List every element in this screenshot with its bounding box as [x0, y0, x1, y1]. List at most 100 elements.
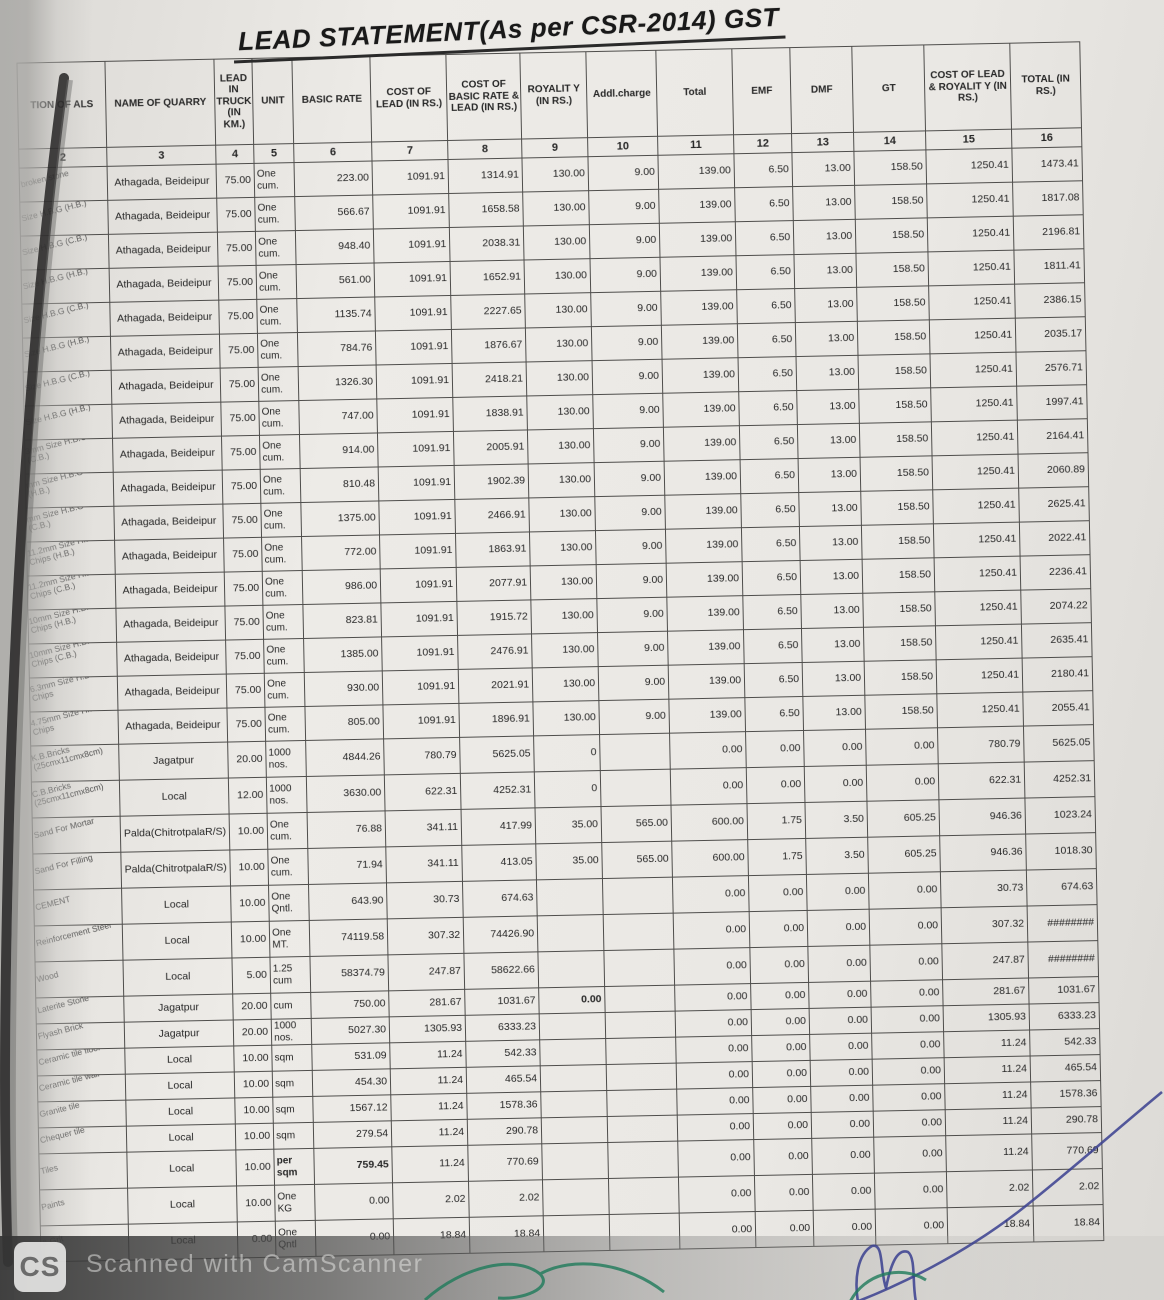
cell-cbl: 2021.91: [458, 667, 534, 704]
cell-cbl: 1578.36: [466, 1091, 542, 1120]
cell-total: 139.00: [660, 255, 737, 292]
cell-total: 0.00: [670, 767, 748, 806]
cell-m: Sand For Mortar: [32, 816, 121, 854]
cell-unit: One cum.: [257, 332, 299, 368]
cell-tot: 465.54: [1030, 1054, 1101, 1082]
cell-dmf: 0.00: [812, 1173, 876, 1211]
cell-lead: 10.00: [234, 1097, 274, 1124]
cell-emf: 6.50: [738, 356, 797, 392]
cell-emf: 0.00: [748, 874, 808, 912]
cell-lead: 10.00: [235, 1123, 274, 1150]
cell-unit: 1.25 cum: [270, 956, 311, 994]
col-number-clead: 7: [371, 140, 449, 162]
cell-clead: 1305.93: [389, 1015, 466, 1043]
cell-m: Size H.B.G (C.B.): [20, 234, 110, 271]
cell-tot: 2164.41: [1017, 418, 1089, 455]
cell-emf: 6.50: [740, 492, 800, 528]
cell-lead: 75.00: [221, 435, 261, 471]
cell-gt: 158.50: [859, 421, 933, 458]
camscanner-logo: CS: [14, 1242, 66, 1292]
cell-m: 3mm Size H.B.G (C.B.): [24, 438, 114, 475]
cell-m: 6.3mm Size H.B.G Chips: [29, 676, 118, 712]
cell-roy: 0: [533, 734, 601, 772]
cell-emf: 0.00: [749, 910, 808, 948]
cell-emf: 6.50: [736, 288, 796, 324]
cell-cbl: 2.02: [468, 1179, 544, 1218]
cell-q: Athagada, Beideipur: [116, 640, 227, 677]
cell-clr: 1250.41: [926, 148, 1013, 184]
cell-addl: 9.00: [592, 393, 664, 429]
cell-gt: 158.50: [856, 285, 930, 322]
cell-tot: 2.02: [1032, 1168, 1104, 1206]
cell-lead: 75.00: [220, 367, 259, 403]
cell-gt: 0.00: [871, 1031, 945, 1060]
cell-addl: [605, 1037, 677, 1065]
cell-m: Tiles: [38, 1152, 128, 1190]
material-label: Ceramic tile floor: [37, 1048, 102, 1067]
cell-emf: 0.00: [751, 1008, 810, 1036]
col-number-lead: 4: [215, 144, 255, 165]
cell-q: Athagada, Beideipur: [114, 538, 225, 575]
cell-addl: [608, 1177, 680, 1215]
cell-total: 0.00: [677, 1139, 755, 1178]
cell-total: 139.00: [666, 561, 743, 598]
material-label: C.B.Bricks (25cmx11cmx8cm): [31, 780, 105, 808]
cell-roy: 130.00: [526, 394, 594, 430]
cell-basic: 223.00: [294, 161, 373, 197]
cell-emf: 1.75: [747, 838, 807, 876]
material-label: mm Size H.B.G Chips (C.B.): [25, 506, 108, 533]
col-number-tot: 16: [1011, 127, 1082, 149]
cell-clr: 307.32: [941, 906, 1028, 944]
cell-gt: 158.50: [860, 489, 934, 526]
cell-basic: 914.00: [299, 432, 379, 469]
cell-clr: 1250.41: [932, 454, 1019, 490]
cell-unit: cum: [270, 992, 312, 1020]
cell-cbl: 1876.67: [451, 327, 527, 364]
cell-basic: 1385.00: [303, 636, 383, 673]
cell-m: 11.2mm Size H.B.G Chips (C.B.): [27, 574, 116, 611]
cell-total: 139.00: [658, 153, 735, 190]
cell-unit: 1000 nos.: [265, 740, 307, 778]
cell-total: 0.00: [669, 731, 747, 770]
cell-lead: 75.00: [223, 537, 263, 573]
cell-clead: 1091.91: [374, 295, 452, 331]
cell-q: Local: [124, 1045, 235, 1075]
cell-gt: 158.50: [856, 251, 929, 288]
cell-gt: 158.50: [854, 149, 927, 186]
cell-clr: 1250.41: [934, 556, 1021, 592]
material-label: Sand For Mortar: [32, 816, 96, 840]
cell-gt: 158.50: [858, 353, 931, 390]
cell-unit: One cum.: [262, 570, 304, 606]
cell-clr: 11.24: [944, 1081, 1032, 1110]
cell-unit: One cum.: [260, 468, 301, 504]
cell-gt: 605.25: [867, 835, 941, 874]
cell-roy: [538, 950, 605, 988]
cell-q: Athagada, Beideipur: [117, 674, 228, 711]
cell-cbl: 6333.23: [465, 1013, 540, 1042]
cell-roy: [537, 914, 605, 952]
cell-gt: 158.50: [860, 455, 933, 492]
cell-emf: 0.00: [745, 730, 805, 768]
cell-lead: 75.00: [225, 605, 264, 641]
cell-emf: 6.50: [736, 254, 795, 290]
cell-addl: [604, 949, 675, 987]
cell-unit: One MT.: [269, 920, 311, 958]
cell-m: Reinforcement Steel: [34, 924, 123, 962]
cell-unit: One cum.: [261, 536, 303, 572]
material-label: 6.3mm Size H.B.G Chips: [29, 676, 100, 703]
cell-cbl: 2418.21: [452, 361, 527, 398]
cell-dmf: 0.00: [811, 1137, 875, 1175]
cell-lead: 75.00: [217, 231, 257, 267]
cell-lead: 75.00: [222, 469, 261, 505]
cell-total: 139.00: [662, 391, 740, 428]
cell-clead: 1091.91: [378, 465, 455, 501]
cell-lead: 75.00: [218, 299, 258, 335]
cell-basic: 643.90: [308, 882, 388, 921]
cell-cbl: 74426.90: [463, 915, 539, 954]
cell-gt: 0.00: [869, 943, 943, 982]
cell-cbl: 1902.39: [454, 463, 529, 500]
cell-tot: 1578.36: [1030, 1080, 1102, 1108]
col-number-q: 3: [106, 145, 217, 167]
cell-emf: 0.00: [751, 1034, 811, 1062]
cell-cbl: 1863.91: [455, 531, 531, 568]
